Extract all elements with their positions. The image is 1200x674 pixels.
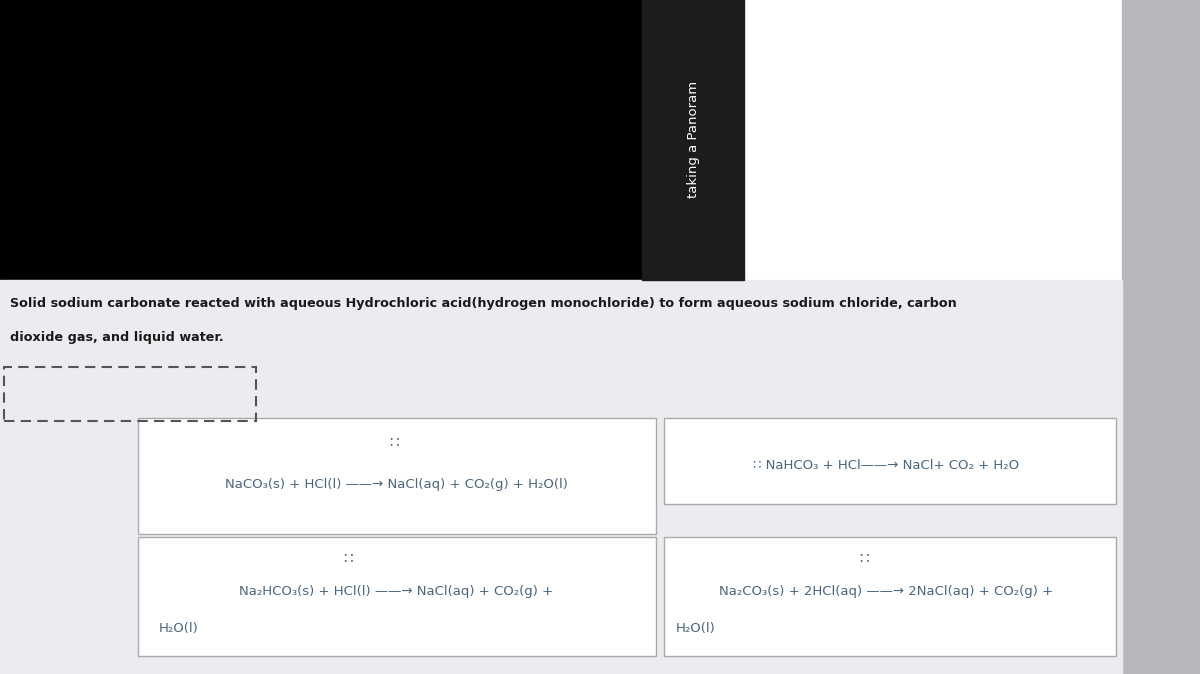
Text: H₂O(l): H₂O(l) <box>158 622 198 635</box>
Text: H₂O(l): H₂O(l) <box>676 622 715 635</box>
FancyBboxPatch shape <box>664 537 1116 656</box>
Text: ∷: ∷ <box>859 550 869 565</box>
Text: Na₂CO₃(s) + 2HCl(aq) ——→ 2NaCl(aq) + CO₂(g) +: Na₂CO₃(s) + 2HCl(aq) ——→ 2NaCl(aq) + CO₂… <box>719 585 1052 598</box>
Text: dioxide gas, and liquid water.: dioxide gas, and liquid water. <box>10 331 223 344</box>
Text: taking a Panoram: taking a Panoram <box>686 82 700 198</box>
Text: Solid sodium carbonate reacted with aqueous Hydrochloric acid(hydrogen monochlor: Solid sodium carbonate reacted with aque… <box>10 297 956 311</box>
FancyBboxPatch shape <box>138 537 656 656</box>
Text: ∷: ∷ <box>389 434 398 449</box>
Text: ∷ NaHCO₃ + HCl——→ NaCl+ CO₂ + H₂O: ∷ NaHCO₃ + HCl——→ NaCl+ CO₂ + H₂O <box>752 458 1019 472</box>
Text: ∷: ∷ <box>343 550 353 565</box>
FancyBboxPatch shape <box>664 418 1116 504</box>
Bar <box>0 280 1122 674</box>
Text: Na₂HCO₃(s) + HCl(l) ——→ NaCl(aq) + CO₂(g) +: Na₂HCO₃(s) + HCl(l) ——→ NaCl(aq) + CO₂(g… <box>239 585 553 598</box>
Text: NaCO₃(s) + HCl(l) ——→ NaCl(aq) + CO₂(g) + H₂O(l): NaCO₃(s) + HCl(l) ——→ NaCl(aq) + CO₂(g) … <box>224 479 568 491</box>
Bar <box>642 0 744 280</box>
FancyBboxPatch shape <box>138 418 656 534</box>
Bar <box>1122 0 1200 674</box>
Bar <box>0 0 642 280</box>
